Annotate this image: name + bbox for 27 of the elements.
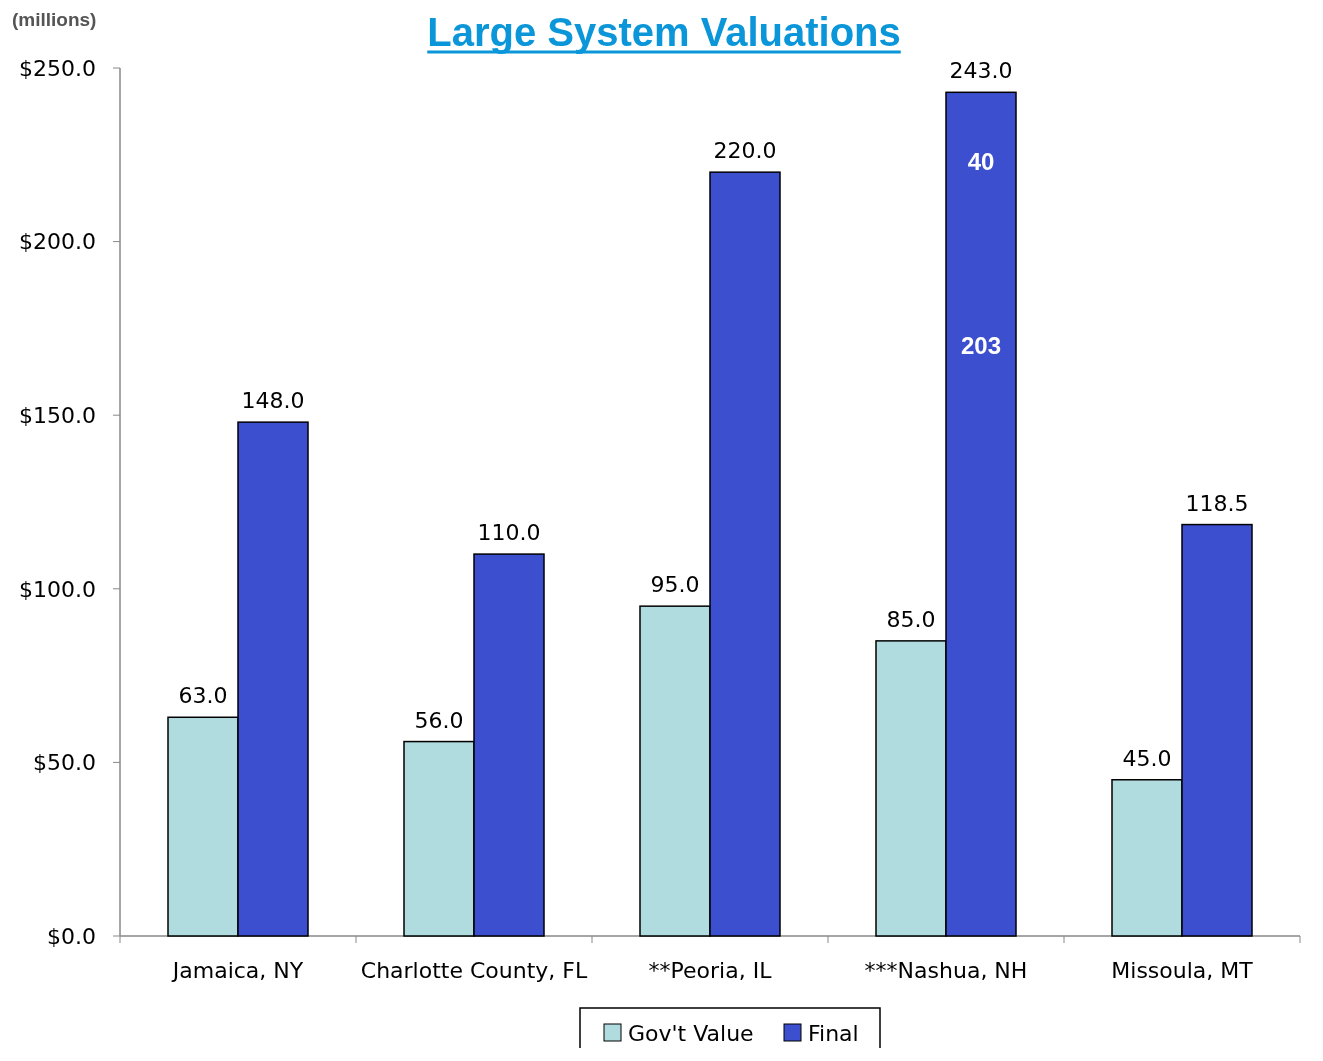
data-label: 56.0 [414,707,464,733]
annotation: 203 [960,332,1002,360]
y-tick-label: $200.0 [19,229,96,255]
x-tick-label: Charlotte County, FL [360,958,588,983]
y-axis-title: (millions) [12,9,97,30]
legend-label: Final [808,1020,859,1046]
x-tick-label: Missoula, MT [1111,958,1254,983]
y-tick-label: $50.0 [33,750,96,776]
y-tick-label: $0.0 [47,923,96,949]
data-label: 243.0 [949,58,1013,84]
chart-title: Large System Valuations [427,10,901,54]
x-tick-label: ***Nashua, NH [864,958,1028,983]
data-label: 148.0 [241,388,305,414]
y-tick-label: $150.0 [19,402,96,428]
data-label: 118.5 [1185,490,1249,516]
data-label: 220.0 [713,138,777,164]
data-label: 110.0 [477,520,541,546]
x-tick-label: **Peoria, IL [648,958,773,983]
data-label: 63.0 [178,683,228,709]
annotation: 40 [967,148,995,176]
data-label: 85.0 [886,606,936,632]
x-tick-label: Jamaica, NY [170,958,304,983]
y-tick-label: $250.0 [19,55,96,81]
data-label: 95.0 [650,572,700,598]
y-tick-label: $100.0 [19,576,96,602]
data-label: 45.0 [1122,745,1172,771]
legend-label: Gov't Value [628,1020,754,1046]
